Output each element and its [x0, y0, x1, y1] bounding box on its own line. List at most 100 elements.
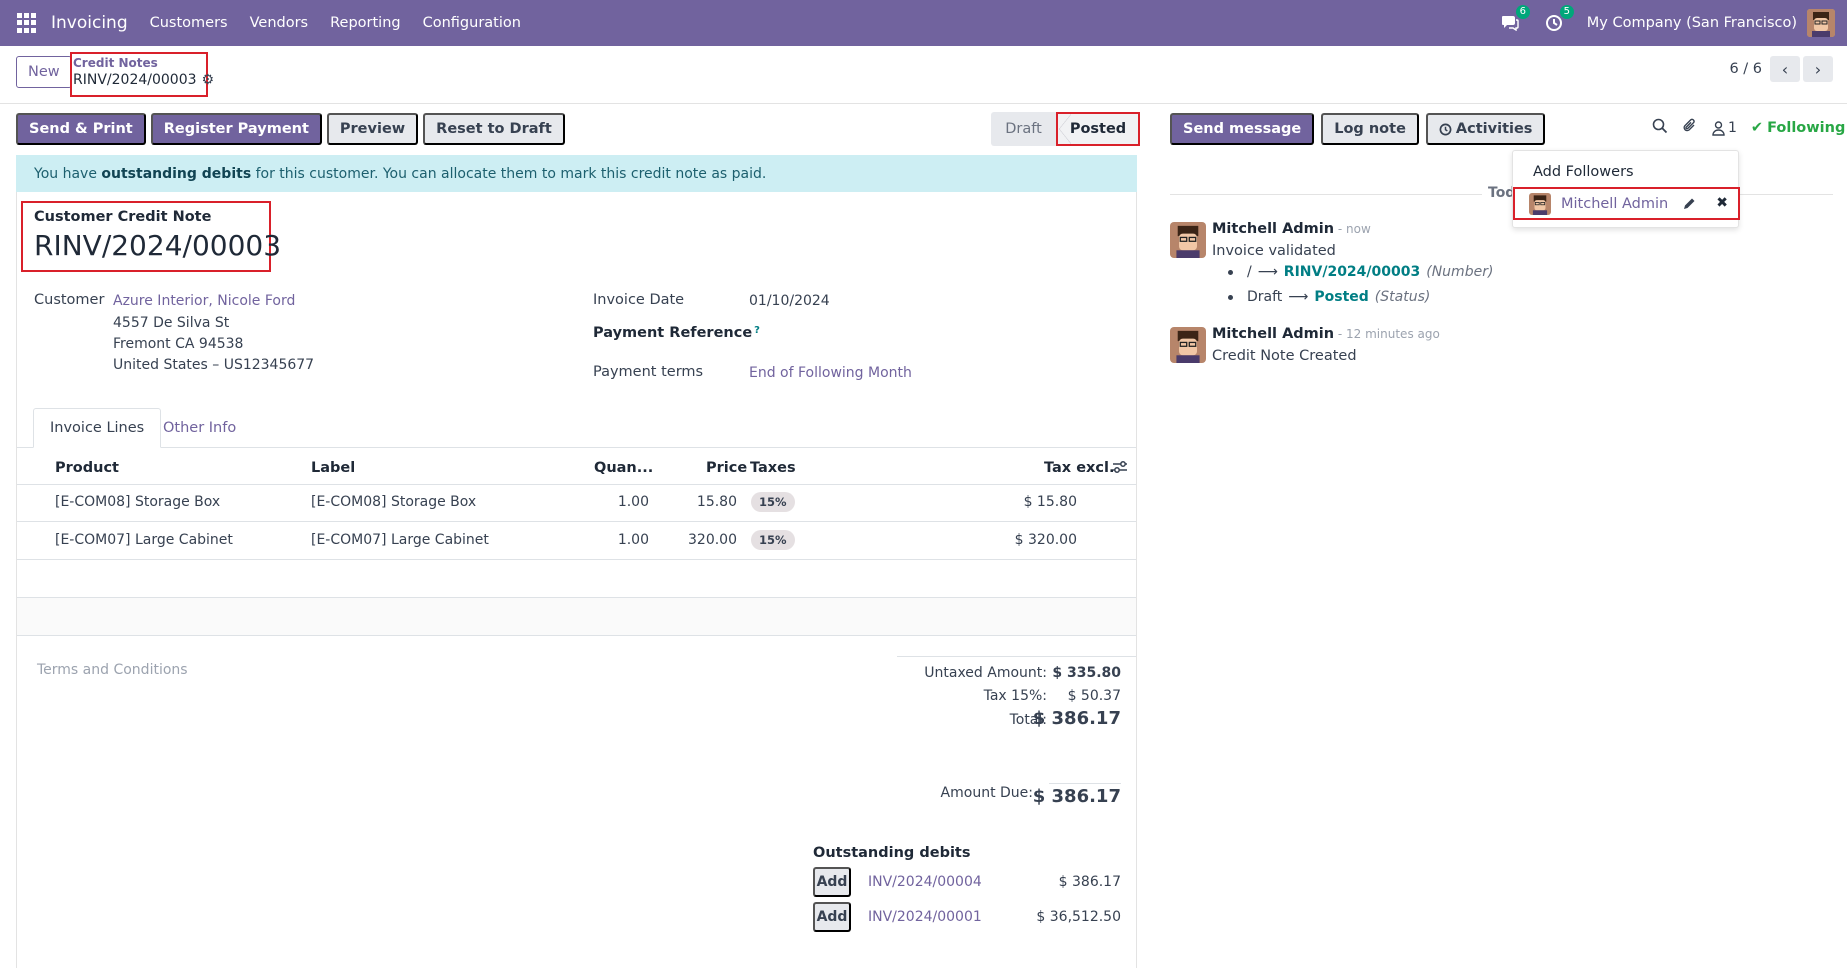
- close-icon[interactable]: ✖: [1716, 195, 1728, 211]
- message-author-avatar[interactable]: [1170, 222, 1206, 258]
- outstanding-debit-amount: $ 36,512.50: [1036, 909, 1121, 925]
- outstanding-debit-amount: $ 386.17: [1058, 874, 1121, 890]
- help-tooltip-icon[interactable]: ?: [754, 325, 760, 336]
- tracking-old-value: /: [1247, 264, 1252, 280]
- column-taxes[interactable]: Taxes: [750, 460, 796, 476]
- untaxed-amount-label: Untaxed Amount:: [924, 665, 1047, 681]
- register-payment-button[interactable]: Register Payment: [150, 113, 322, 145]
- payment-reference-label: Payment Reference?: [593, 325, 760, 341]
- breadcrumb-parent-link[interactable]: Credit Notes: [73, 56, 158, 70]
- column-label[interactable]: Label: [311, 460, 356, 476]
- followers-button[interactable]: 1: [1712, 120, 1737, 136]
- activities-button[interactable]: Activities: [1425, 113, 1546, 145]
- add-outstanding-debit-button[interactable]: Add: [813, 867, 851, 897]
- row-quantity[interactable]: 1.00: [617, 494, 649, 510]
- menu-customers[interactable]: Customers: [149, 15, 228, 31]
- messages-button[interactable]: 6: [1499, 5, 1530, 34]
- payment-terms-label: Payment terms: [593, 364, 704, 380]
- document-title-box: Customer Credit Note RINV/2024/00003: [21, 201, 281, 272]
- menu-vendors[interactable]: Vendors: [249, 15, 309, 31]
- tab-other-info[interactable]: Other Info: [163, 420, 237, 436]
- menu-reporting[interactable]: Reporting: [330, 15, 401, 31]
- check-icon: ✔: [1750, 120, 1764, 136]
- document-type: Customer Credit Note: [34, 209, 212, 225]
- row-tax-badge[interactable]: 15%: [751, 492, 795, 512]
- column-tax-excl[interactable]: Tax excl.: [1044, 460, 1115, 476]
- bullet: [1228, 269, 1233, 275]
- status-bar: Draft Posted: [991, 112, 1140, 146]
- follower-name[interactable]: Mitchell Admin: [1561, 195, 1669, 212]
- row-label[interactable]: [E-COM08] Storage Box: [311, 494, 477, 510]
- log-note-button[interactable]: Log note: [1321, 113, 1419, 145]
- chatter-tools: 1 ✔ Following: [1652, 118, 1845, 138]
- amount-due-value: $ 386.17: [1032, 786, 1121, 807]
- add-outstanding-debit-button[interactable]: Add: [813, 902, 851, 932]
- payment-terms-field[interactable]: End of Following Month: [749, 365, 912, 381]
- apps-menu-icon[interactable]: [17, 13, 37, 33]
- pager-next-button[interactable]: ›: [1803, 56, 1833, 82]
- optional-columns-icon[interactable]: [1112, 460, 1128, 478]
- untaxed-amount-value: $ 335.80: [1052, 665, 1121, 681]
- row-price[interactable]: 15.80: [696, 494, 737, 510]
- breadcrumb-current-label: RINV/2024/00003: [73, 72, 197, 88]
- following-button[interactable]: ✔ Following: [1751, 120, 1845, 136]
- outstanding-debit-link[interactable]: INV/2024/00004: [868, 874, 982, 890]
- preview-button[interactable]: Preview: [326, 113, 419, 145]
- column-quantity[interactable]: Quan...: [594, 460, 654, 476]
- amount-due-divider: [1049, 783, 1121, 784]
- table-row[interactable]: [E-COM07] Large Cabinet [E-COM07] Large …: [17, 522, 1136, 560]
- row-product[interactable]: [E-COM08] Storage Box: [55, 494, 221, 510]
- row-price[interactable]: 320.00: [688, 532, 737, 548]
- message-author[interactable]: Mitchell Admin - 12 minutes ago: [1212, 326, 1440, 342]
- row-quantity[interactable]: 1.00: [617, 532, 649, 548]
- reset-to-draft-button[interactable]: Reset to Draft: [423, 113, 565, 145]
- form-action-bar: Send & Print Register Payment Preview Re…: [16, 113, 565, 145]
- activities-button[interactable]: 5: [1543, 5, 1574, 34]
- followers-dropdown: Add Followers Mitchell Admin ✖: [1512, 150, 1740, 228]
- chevron-left-icon: ‹: [1781, 59, 1789, 79]
- outstanding-debits-title: Outstanding debits: [813, 845, 971, 861]
- tracking-field: (Number): [1426, 264, 1494, 280]
- column-price[interactable]: Price: [706, 460, 748, 476]
- pager: 6 / 6 ‹ ›: [1729, 46, 1847, 92]
- user-icon: [1712, 120, 1725, 136]
- gear-icon[interactable]: ⚙: [201, 72, 215, 88]
- message-author[interactable]: Mitchell Admin - now: [1212, 221, 1371, 237]
- row-tax-badge[interactable]: 15%: [751, 530, 795, 550]
- arrow-right-icon: ⟶: [1257, 264, 1278, 280]
- column-product[interactable]: Product: [55, 460, 119, 476]
- terms-conditions-field[interactable]: Terms and Conditions: [37, 662, 188, 678]
- table-row[interactable]: [E-COM08] Storage Box [E-COM08] Storage …: [17, 484, 1136, 522]
- outstanding-debit-link[interactable]: INV/2024/00001: [868, 909, 982, 925]
- pager-previous-button[interactable]: ‹: [1770, 56, 1800, 82]
- message-body: Credit Note Created: [1212, 348, 1357, 364]
- pager-value[interactable]: 6 / 6: [1729, 61, 1762, 77]
- row-product[interactable]: [E-COM07] Large Cabinet: [55, 532, 233, 548]
- tab-invoice-lines[interactable]: Invoice Lines: [33, 408, 162, 448]
- arrow-right-icon: ⟶: [1288, 289, 1309, 305]
- invoice-date-field[interactable]: 01/10/2024: [749, 293, 830, 309]
- tracking-field: (Status): [1374, 289, 1431, 305]
- app-brand[interactable]: Invoicing: [51, 13, 128, 33]
- search-icon[interactable]: [1652, 118, 1668, 138]
- tax-value: $ 50.37: [1067, 688, 1121, 704]
- follower-item[interactable]: Mitchell Admin ✖: [1513, 187, 1740, 220]
- pencil-icon[interactable]: [1683, 196, 1696, 214]
- status-posted[interactable]: Posted: [1056, 112, 1140, 146]
- invoice-date-label: Invoice Date: [593, 292, 685, 308]
- company-switcher[interactable]: My Company (San Francisco): [1586, 15, 1797, 31]
- new-button[interactable]: New: [16, 56, 72, 88]
- user-avatar[interactable]: [1807, 9, 1835, 37]
- tracking-new-value: Posted: [1314, 289, 1369, 305]
- total-value: $ 386.17: [1032, 708, 1121, 729]
- status-draft[interactable]: Draft: [991, 112, 1056, 146]
- breadcrumb: Credit Notes RINV/2024/00003 ⚙: [70, 52, 214, 97]
- message-author-avatar[interactable]: [1170, 327, 1206, 363]
- menu-configuration[interactable]: Configuration: [422, 15, 521, 31]
- row-label[interactable]: [E-COM07] Large Cabinet: [311, 532, 489, 548]
- add-followers-button[interactable]: Add Followers: [1533, 164, 1634, 180]
- customer-link[interactable]: Azure Interior, Nicole Ford: [113, 293, 296, 309]
- send-message-button[interactable]: Send message: [1170, 113, 1315, 145]
- paperclip-icon[interactable]: [1682, 118, 1698, 138]
- send-print-button[interactable]: Send & Print: [16, 113, 146, 145]
